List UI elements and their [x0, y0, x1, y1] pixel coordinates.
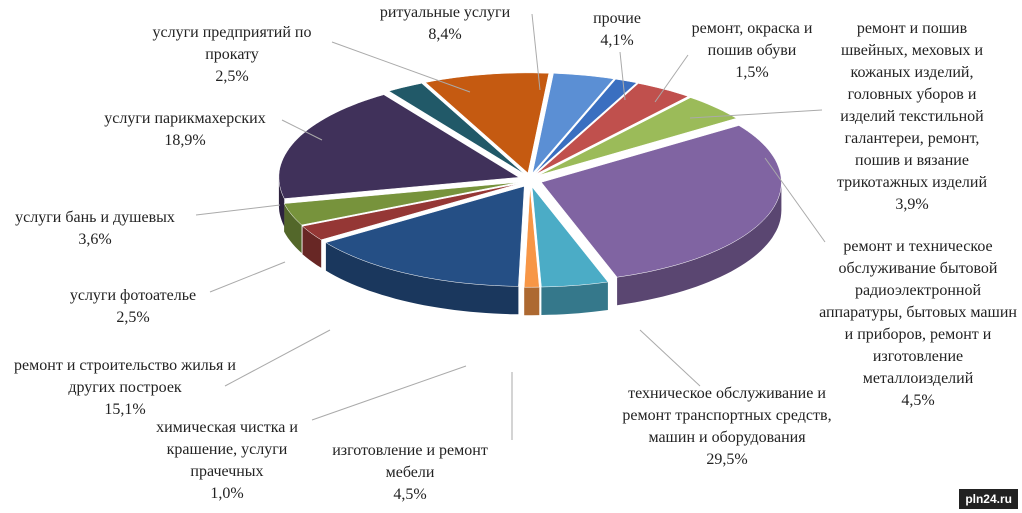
leader-line [311, 365, 467, 421]
slice-side [325, 242, 519, 315]
category-name: услуги фотоателье [69, 287, 197, 304]
slice-label: ритуальные услуги 8,4% [355, 2, 535, 46]
slice-label: ремонт и пошив швейных, меховых и кожаны… [822, 18, 1002, 216]
slice [283, 182, 519, 226]
slice [540, 125, 782, 278]
slice [532, 73, 615, 174]
slice [425, 72, 550, 174]
category-name: услуги парикмахерских [104, 110, 266, 127]
slice-label: прочие 4,1% [572, 8, 662, 52]
leader-line [209, 261, 286, 293]
slice-label: услуги фотоателье 2,5% [43, 285, 223, 329]
value-label: 2,5% [116, 309, 150, 326]
category-name: ритуальные услуги [379, 4, 511, 21]
slice [325, 185, 525, 287]
category-name: техническое обслуживание и ремонт трансп… [622, 385, 832, 446]
slice-label: техническое обслуживание и ремонт трансп… [622, 383, 832, 471]
value-label: 1,0% [210, 485, 244, 502]
value-label: 2,5% [215, 68, 249, 85]
value-label: 3,6% [78, 231, 112, 248]
slice-side [617, 182, 782, 306]
leader-line [689, 109, 823, 119]
slice-label: услуги парикмахерских 18,9% [80, 108, 290, 152]
category-name: ремонт и строительство жилья и других по… [14, 357, 236, 396]
value-label: 8,4% [428, 26, 462, 43]
category-name: прочие [593, 10, 641, 27]
leader-line [639, 329, 701, 387]
slice-side [302, 226, 322, 268]
slice-label: изготовление и ремонт мебели 4,5% [330, 440, 490, 506]
value-label: 1,5% [735, 64, 769, 81]
slice [388, 83, 525, 174]
category-name: ремонт и пошив швейных, меховых и кожаны… [836, 20, 988, 191]
category-name: ремонт и техническое обслуживание бытово… [819, 238, 1017, 387]
slice [301, 183, 520, 241]
slice [534, 78, 638, 174]
slice-side [284, 203, 302, 253]
slice-label: ремонт и строительство жилья и других по… [5, 355, 245, 421]
slice-label: ремонт и техническое обслуживание бытово… [818, 236, 1018, 412]
leader-line [195, 204, 281, 216]
value-label: 15,1% [104, 401, 146, 418]
slice-label: химическая чистка и крашение, услуги пра… [137, 417, 317, 505]
value-label: 4,5% [393, 486, 427, 503]
category-name: услуги бань и душевых [15, 209, 175, 226]
slice [523, 187, 540, 288]
category-name: химическая чистка и крашение, услуги пра… [156, 419, 298, 480]
value-label: 18,9% [164, 132, 206, 149]
value-label: 3,9% [895, 196, 929, 213]
value-label: 4,5% [901, 392, 935, 409]
category-name: ремонт, окраска и пошив обуви [691, 20, 813, 59]
value-label: 29,5% [706, 451, 748, 468]
slice-side [524, 287, 540, 316]
slice-label: ремонт, окраска и пошив обуви 1,5% [677, 18, 827, 84]
slice-side [541, 282, 608, 315]
slice-label: услуги бань и душевых 3,6% [0, 207, 195, 251]
slice [278, 94, 520, 199]
category-name: изготовление и ремонт мебели [332, 442, 488, 481]
leader-line [619, 51, 626, 101]
leader-line [281, 119, 323, 141]
leader-line [654, 54, 689, 103]
slice [538, 97, 738, 176]
leader-line [764, 157, 826, 243]
slice-label: услуги предприятий по прокату 2,5% [132, 22, 332, 88]
leader-line [531, 13, 541, 91]
leader-line [224, 329, 331, 387]
leader-line [331, 41, 471, 93]
slice-side [278, 177, 285, 227]
slice [531, 186, 609, 288]
watermark: pln24.ru [959, 489, 1018, 509]
category-name: услуги предприятий по прокату [152, 24, 312, 63]
value-label: 4,1% [600, 32, 634, 49]
